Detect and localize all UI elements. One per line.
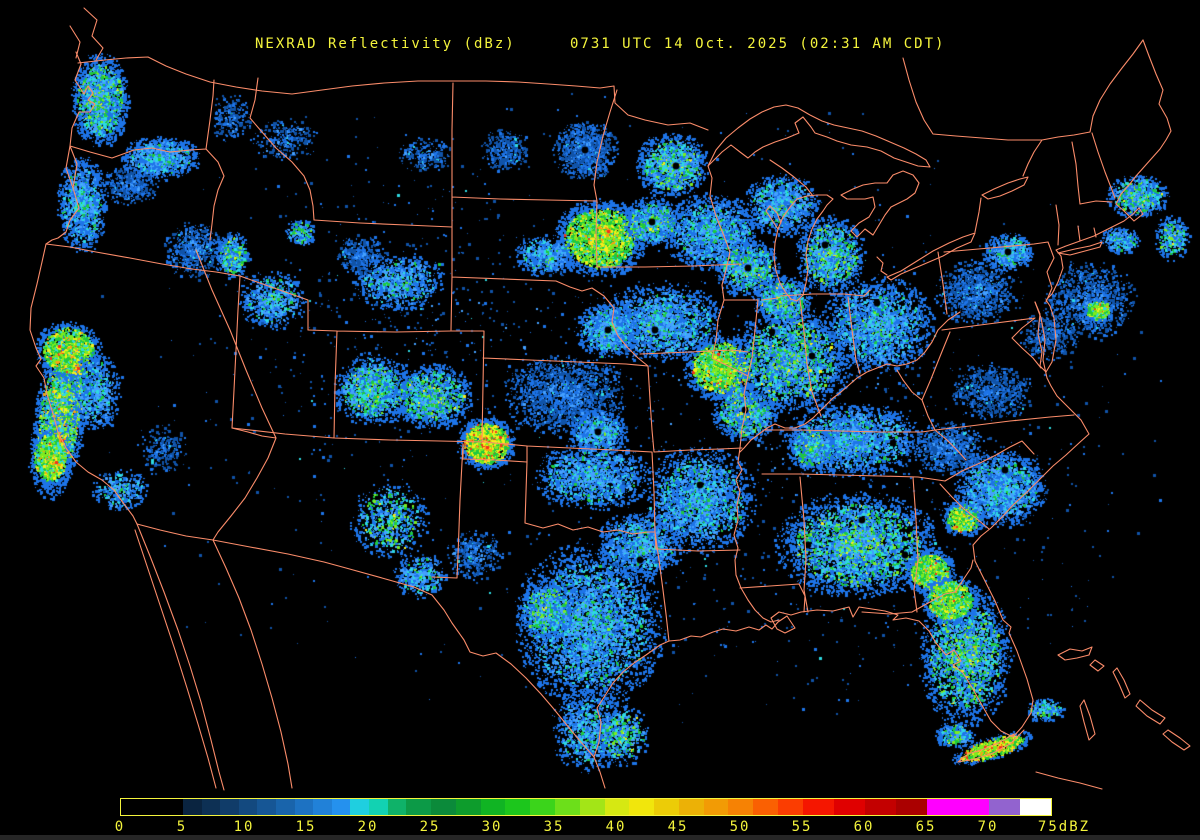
colorbar-tick: 0: [114, 819, 126, 835]
colorbar-tick: 55: [791, 819, 813, 835]
colorbar-segment: [654, 799, 679, 815]
colorbar-segment: [579, 799, 605, 815]
colorbar-segment: [753, 799, 779, 815]
colorbar-tick: 35: [543, 819, 565, 835]
colorbar-segment: [238, 799, 258, 815]
colorbar-tick: 20: [357, 819, 379, 835]
colorbar-segment: [183, 799, 202, 815]
colorbar-tick: 50: [729, 819, 751, 835]
colorbar-tick: 15: [295, 819, 317, 835]
colorbar-segment: [406, 799, 431, 815]
colorbar-tick: 75dBZ: [1037, 819, 1091, 835]
colorbar-segment: [728, 799, 754, 815]
colorbar-segment: [678, 799, 704, 815]
colorbar-tick: 40: [605, 819, 627, 835]
colorbar-segment: [629, 799, 655, 815]
colorbar-segment: [480, 799, 506, 815]
colorbar-tick: 30: [481, 819, 503, 835]
title-bar: NEXRAD Reflectivity (dBz) 0731 UTC 14 Oc…: [0, 36, 1200, 56]
colorbar-tick: 65: [915, 819, 937, 835]
colorbar-segment: [387, 799, 407, 815]
colorbar-segment: [778, 799, 803, 815]
colorbar-segment: [703, 799, 729, 815]
colorbar-segment: [275, 799, 295, 815]
colorbar-segment: [201, 799, 221, 815]
colorbar-segment: [350, 799, 369, 815]
colorbar-segment: [220, 799, 239, 815]
reflectivity-colorbar: [120, 798, 1052, 816]
colorbar-segment: [895, 799, 927, 815]
colorbar-tick: 70: [977, 819, 999, 835]
colorbar-tick: 5: [176, 819, 188, 835]
colorbar-segment: [294, 799, 314, 815]
colorbar-tick: 60: [853, 819, 875, 835]
product-title: NEXRAD Reflectivity (dBz): [255, 36, 516, 52]
colorbar-segment: [1019, 799, 1051, 815]
colorbar-segment: [864, 799, 896, 815]
colorbar-segment: [604, 799, 630, 815]
colorbar-segment: [926, 799, 989, 815]
radar-echo-canvas: [0, 0, 1200, 792]
valid-time-label: 0731 UTC 14 Oct. 2025 (02:31 AM CDT): [570, 36, 946, 52]
colorbar-segment: [257, 799, 276, 815]
colorbar-segment: [505, 799, 531, 815]
colorbar-segment: [430, 799, 456, 815]
colorbar-segment: [530, 799, 555, 815]
colorbar-segment: [455, 799, 481, 815]
colorbar-segment: [121, 799, 183, 815]
colorbar-segment: [554, 799, 580, 815]
colorbar-segment: [368, 799, 388, 815]
colorbar-segment: [833, 799, 865, 815]
colorbar-tick: 45: [667, 819, 689, 835]
bottom-strip: [0, 835, 1200, 840]
colorbar-tick-labels: 0 5 10 15 20 25 30 35 40 45 50 55 60 65 70 75dBZ: [0, 819, 1200, 837]
colorbar-segment: [802, 799, 834, 815]
colorbar-segment: [313, 799, 332, 815]
colorbar-segment: [988, 799, 1020, 815]
colorbar-tick: 25: [419, 819, 441, 835]
colorbar-segment: [331, 799, 351, 815]
colorbar-tick: 10: [233, 819, 255, 835]
